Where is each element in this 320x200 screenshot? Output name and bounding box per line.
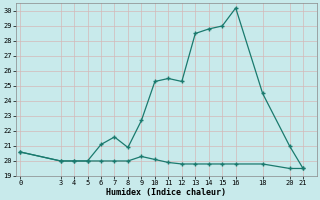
- X-axis label: Humidex (Indice chaleur): Humidex (Indice chaleur): [106, 188, 226, 197]
